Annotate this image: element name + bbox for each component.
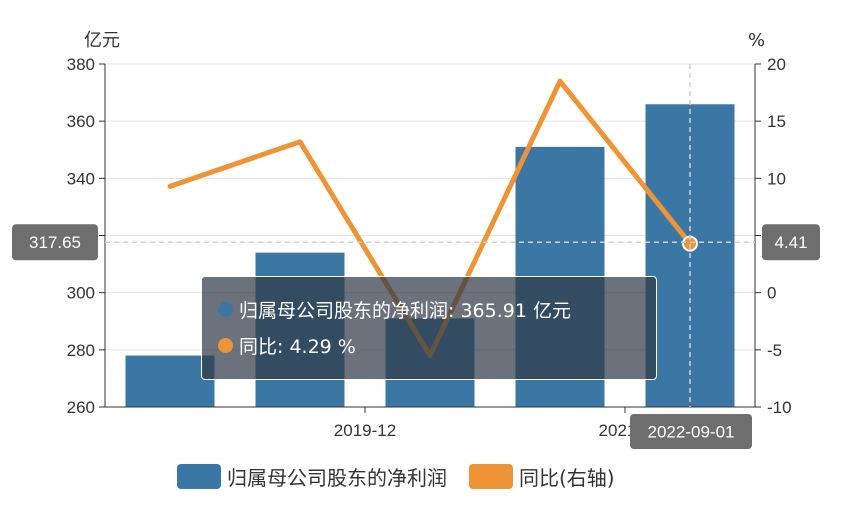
tooltip-yoy-text: 同比: 4.29 % <box>239 335 356 358</box>
x-pointer-label: 2022-09-01 <box>648 423 735 442</box>
right-tick-label: 0 <box>767 284 776 303</box>
left-axis-unit: 亿元 <box>84 30 120 51</box>
right-tick-label: -10 <box>767 398 792 417</box>
left-tick-label: 300 <box>67 284 95 303</box>
right-pointer-label: 4.41 <box>774 233 807 252</box>
bar-series-dot-icon <box>218 301 233 317</box>
x-pointer-label-box <box>630 414 752 449</box>
left-tick-label: 340 <box>67 169 95 188</box>
tooltip-profit-text: 归属母公司股东的净利润: 365.91 亿元 <box>239 299 571 322</box>
right-tick-label: 20 <box>767 55 786 74</box>
tooltip: 归属母公司股东的净利润: 365.91 亿元 同比: 4.29 % <box>201 276 657 380</box>
left-pointer-label-box <box>12 224 98 261</box>
crosshair: 317.65 4.41 2022-09-01 <box>12 64 820 449</box>
legend-item-profit[interactable]: 归属母公司股东的净利润 <box>177 462 447 491</box>
right-tick-label: 15 <box>767 112 786 131</box>
left-pointer-label: 317.65 <box>29 233 81 252</box>
bar-2018-12[interactable] <box>125 355 215 407</box>
tooltip-row-profit: 归属母公司股东的净利润: 365.91 亿元 <box>218 291 640 327</box>
legend-label-profit: 归属母公司股东的净利润 <box>227 466 447 490</box>
left-tick-label: 360 <box>67 112 95 131</box>
tooltip-row-yoy: 同比: 4.29 % <box>218 327 640 363</box>
legend-item-yoy[interactable]: 同比(右轴) <box>469 462 615 491</box>
line-series-dot-icon <box>218 337 233 353</box>
left-tick-label: 280 <box>67 341 95 360</box>
legend: 归属母公司股东的净利润 同比(右轴) <box>177 462 637 491</box>
right-tick-label: 10 <box>767 169 786 188</box>
legend-label-yoy: 同比(右轴) <box>519 466 615 490</box>
axes: 38036034032030028026020151050-5-10亿元%201… <box>67 30 792 440</box>
legend-swatch-yoy <box>469 464 513 489</box>
left-tick-label: 260 <box>67 398 95 417</box>
left-tick-label: 380 <box>67 55 95 74</box>
right-tick-label: -5 <box>767 341 782 360</box>
right-axis-unit: % <box>748 30 765 51</box>
x-tick-label: 2019-12 <box>334 421 396 440</box>
right-pointer-label-box <box>762 224 820 261</box>
legend-swatch-profit <box>177 464 221 489</box>
